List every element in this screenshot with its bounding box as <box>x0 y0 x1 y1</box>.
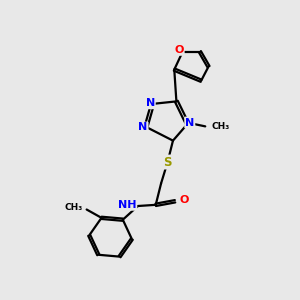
Text: N: N <box>138 122 148 133</box>
Text: O: O <box>174 45 184 55</box>
Text: S: S <box>164 155 172 169</box>
Text: CH₃: CH₃ <box>212 122 230 131</box>
Text: CH₃: CH₃ <box>65 202 83 211</box>
Text: NH: NH <box>118 200 136 210</box>
Text: N: N <box>146 98 155 108</box>
Text: N: N <box>185 118 194 128</box>
Text: O: O <box>179 195 189 205</box>
